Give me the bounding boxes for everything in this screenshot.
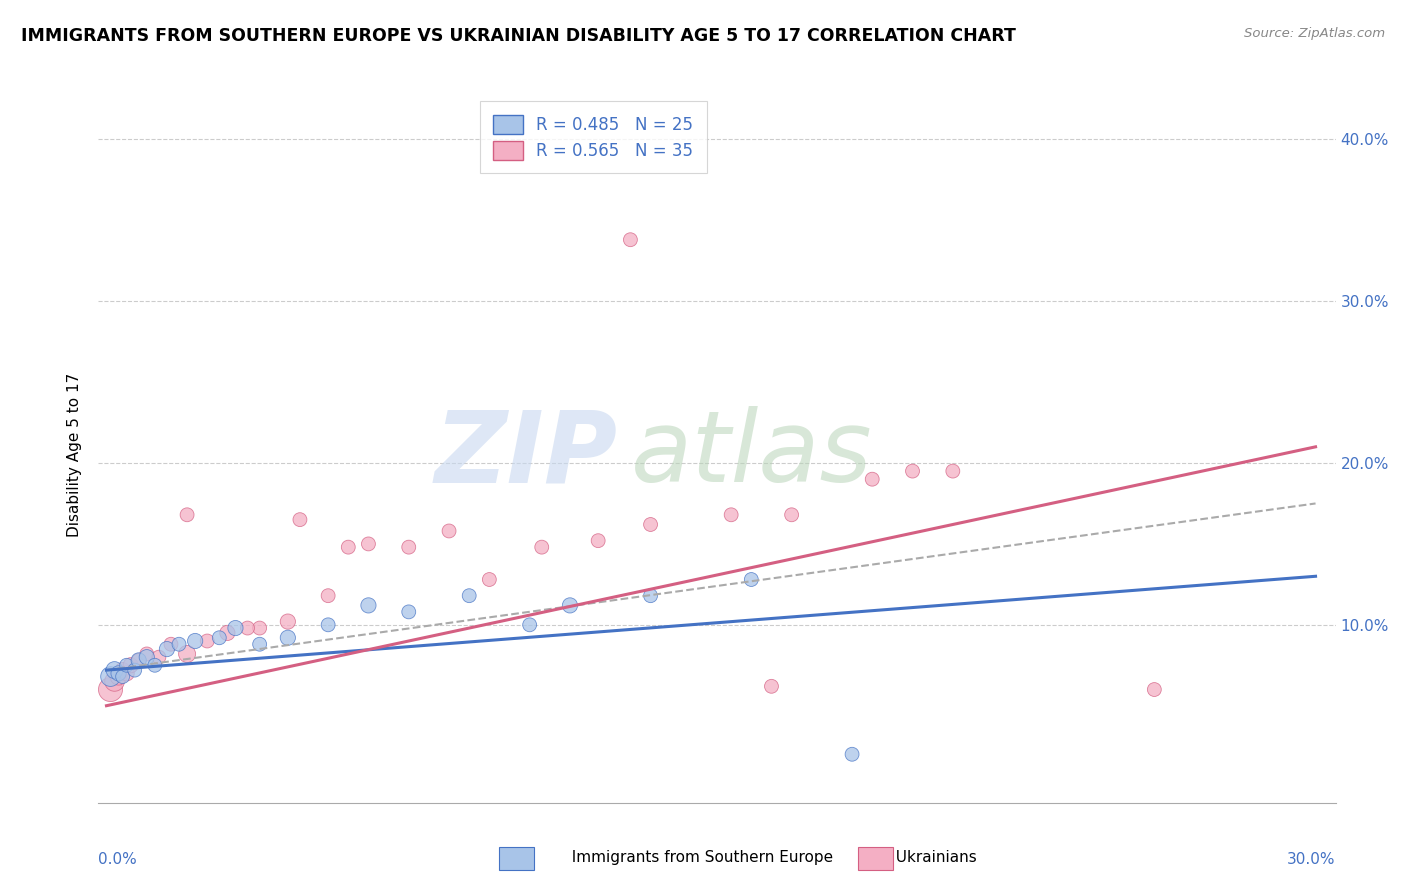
Point [780,508,803,522]
Point [288,513,311,527]
Point [224,621,246,635]
Point [115,658,138,673]
Text: Immigrants from Southern Europe: Immigrants from Southern Europe [562,850,834,865]
Point [458,589,481,603]
Point [184,634,207,648]
Point [860,472,883,486]
Point [111,663,134,677]
Point [128,653,150,667]
Point [107,666,129,681]
Point [942,464,965,478]
Point [357,599,380,613]
Point [167,637,190,651]
Point [640,517,662,532]
Point [316,589,339,603]
Point [398,540,420,554]
Point [1143,682,1166,697]
Point [558,599,581,613]
Point [156,642,179,657]
Point [120,658,142,673]
Point [316,617,339,632]
Point [103,674,125,689]
Point [586,533,609,548]
Text: 0.0%: 0.0% [98,852,138,866]
Point [195,634,218,648]
Point [100,670,122,684]
Point [249,621,271,635]
Point [148,650,170,665]
Point [437,524,460,538]
Text: ZIP: ZIP [434,407,619,503]
Point [100,682,122,697]
Point [277,615,299,629]
Point [619,233,641,247]
Point [841,747,863,762]
Text: atlas: atlas [630,407,872,503]
Point [124,663,146,677]
Text: Ukrainians: Ukrainians [886,850,977,865]
Point [740,573,762,587]
Point [249,637,271,651]
Point [176,508,198,522]
Text: IMMIGRANTS FROM SOUTHERN EUROPE VS UKRAINIAN DISABILITY AGE 5 TO 17 CORRELATION : IMMIGRANTS FROM SOUTHERN EUROPE VS UKRAI… [21,27,1017,45]
Point [519,617,541,632]
Point [128,653,150,667]
Point [115,666,138,681]
Point [478,573,501,587]
Point [107,670,129,684]
Point [236,621,259,635]
Point [277,631,299,645]
Point [160,637,183,651]
Point [208,631,231,645]
Point [176,647,198,661]
Point [720,508,742,522]
Point [398,605,420,619]
Text: Source: ZipAtlas.com: Source: ZipAtlas.com [1244,27,1385,40]
Point [111,670,134,684]
Point [901,464,924,478]
Point [103,663,125,677]
Point [530,540,553,554]
Legend: R = 0.485   N = 25, R = 0.565   N = 35: R = 0.485 N = 25, R = 0.565 N = 35 [479,102,707,173]
Point [143,658,166,673]
Point [640,589,662,603]
Point [135,650,157,665]
Point [135,647,157,661]
Point [761,679,783,693]
Y-axis label: Disability Age 5 to 17: Disability Age 5 to 17 [67,373,83,537]
Point [357,537,380,551]
Point [337,540,360,554]
Text: 30.0%: 30.0% [1288,852,1336,866]
Point [217,626,239,640]
